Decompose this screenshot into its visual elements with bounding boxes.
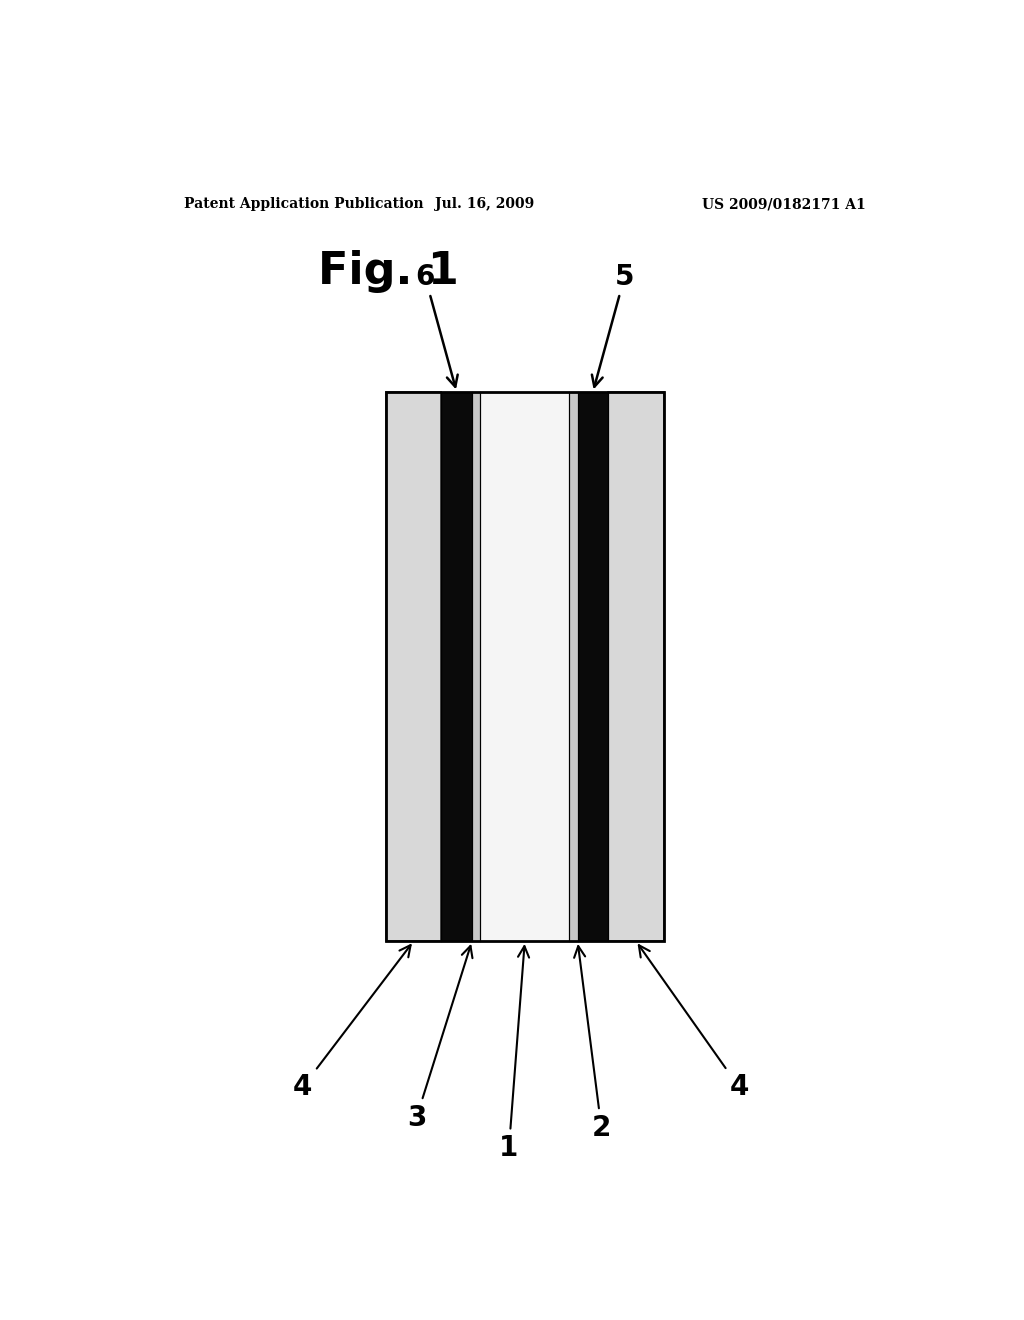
- Text: US 2009/0182171 A1: US 2009/0182171 A1: [702, 197, 866, 211]
- Text: 4: 4: [639, 945, 749, 1101]
- Text: 1: 1: [500, 946, 529, 1162]
- Bar: [480, 392, 569, 941]
- Text: 3: 3: [407, 946, 472, 1131]
- Text: Patent Application Publication: Patent Application Publication: [183, 197, 423, 211]
- Bar: [386, 392, 664, 941]
- Bar: [578, 392, 608, 941]
- Bar: [608, 392, 664, 941]
- Bar: [441, 392, 472, 941]
- Text: 5: 5: [592, 263, 634, 387]
- Bar: [569, 392, 578, 941]
- Text: 6: 6: [416, 263, 458, 387]
- Bar: [386, 392, 441, 941]
- Text: 2: 2: [574, 946, 611, 1142]
- Text: 4: 4: [293, 945, 411, 1101]
- Bar: [472, 392, 480, 941]
- Text: Fig. 1: Fig. 1: [318, 249, 460, 293]
- Text: Jul. 16, 2009: Jul. 16, 2009: [435, 197, 535, 211]
